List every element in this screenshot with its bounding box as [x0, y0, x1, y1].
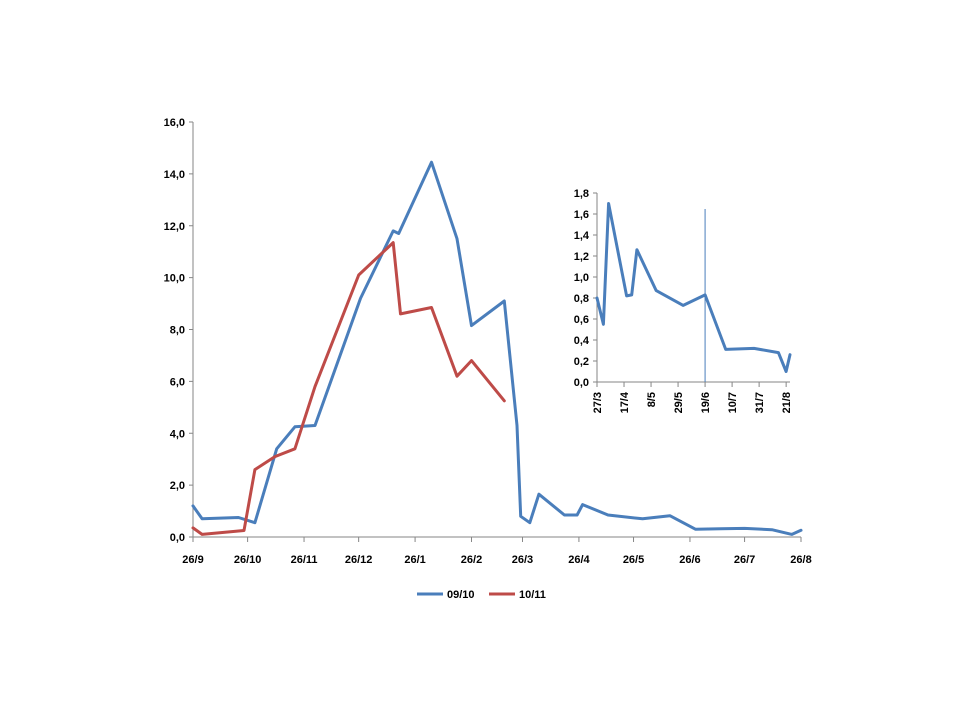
main-y-tick-label: 0,0	[170, 532, 185, 544]
main-y-tick-label: 10,0	[164, 273, 185, 285]
inset-y-tick-label: 1,6	[574, 209, 589, 221]
main-x-tick-label: 26/7	[734, 554, 755, 566]
main-series-line-0	[191, 160, 803, 536]
main-x-tick-label: 26/10	[234, 554, 262, 566]
inset-x-tick-label: 21/8	[781, 392, 793, 413]
inset-x-tick-label: 17/4	[619, 391, 631, 413]
main-x-tick-label: 26/2	[461, 554, 482, 566]
inset-x-tick-label: 27/3	[592, 392, 604, 413]
main-x-tick-label: 26/4	[568, 554, 590, 566]
main-y-tick-label: 12,0	[164, 221, 185, 233]
main-series-line-1	[191, 241, 506, 536]
main-y-tick-label: 16,0	[164, 117, 185, 129]
legend-label-1: 10/11	[519, 589, 546, 601]
inset-y-tick-label: 1,4	[574, 230, 590, 242]
inset-x-tick-label: 29/5	[673, 392, 685, 413]
main-y-tick-label: 14,0	[164, 169, 185, 181]
main-x-tick-label: 26/12	[345, 554, 373, 566]
inset-y-tick-label: 0,4	[574, 335, 590, 347]
inset-x-tick-label: 8/5	[646, 392, 658, 407]
inset-y-tick-label: 0,8	[574, 293, 589, 305]
main-x-tick-label: 26/1	[404, 554, 425, 566]
inset-y-tick-label: 0,2	[574, 356, 589, 368]
inset-y-tick-label: 0,6	[574, 314, 589, 326]
inset-y-tick-label: 1,8	[574, 188, 589, 200]
main-y-tick-label: 6,0	[170, 376, 185, 388]
main-y-tick-label: 8,0	[170, 325, 185, 337]
inset-x-tick-label: 19/6	[700, 392, 712, 413]
main-x-tick-label: 26/11	[291, 554, 318, 566]
main-x-tick-label: 26/9	[182, 554, 203, 566]
legend-label-0: 09/10	[447, 589, 475, 601]
inset-y-tick-label: 0,0	[574, 377, 589, 389]
main-x-tick-label: 26/3	[512, 554, 533, 566]
main-x-tick-label: 26/5	[623, 554, 644, 566]
main-x-tick-label: 26/6	[679, 554, 700, 566]
inset-series-line-0	[595, 202, 792, 373]
inset-y-tick-label: 1,0	[574, 272, 589, 284]
main-y-tick-label: 4,0	[170, 428, 185, 440]
main-y-tick-label: 2,0	[170, 480, 185, 492]
inset-y-tick-label: 1,2	[574, 251, 589, 263]
inset-x-tick-label: 31/7	[754, 392, 766, 413]
main-x-tick-label: 26/8	[790, 554, 811, 566]
inset-x-tick-label: 10/7	[727, 392, 739, 413]
